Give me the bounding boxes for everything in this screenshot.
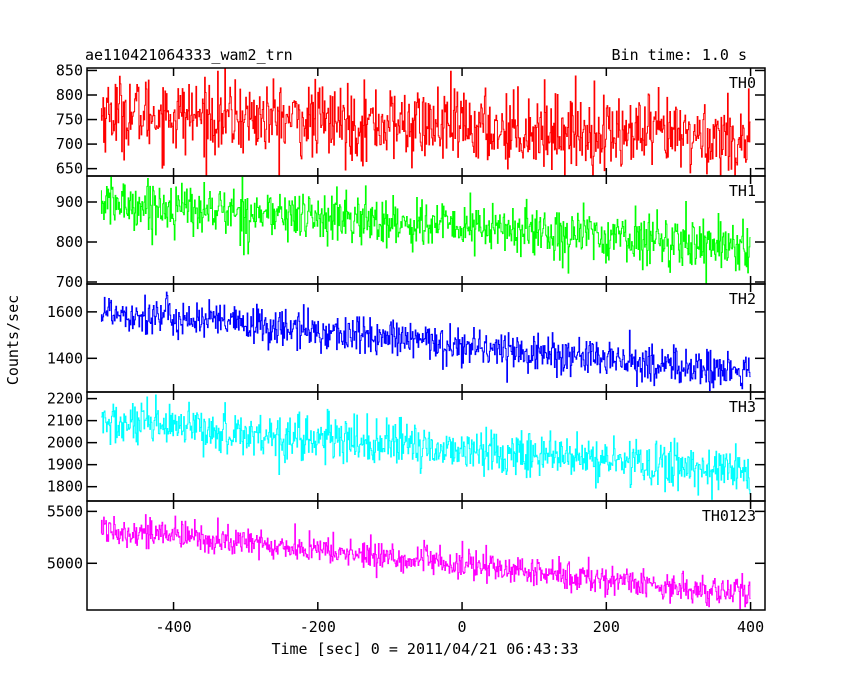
series-line-th1 (100, 176, 751, 284)
y-tick-label: 2000 (47, 434, 83, 452)
series-line-th3 (100, 394, 751, 500)
panel-frame (86, 500, 766, 611)
y-axis-label: Counts/sec (4, 295, 22, 385)
y-tick-label: 1400 (47, 349, 83, 367)
panel-label-th0123: TH0123 (702, 507, 756, 525)
panel-th2: 1400 1600 TH2 (47, 283, 766, 393)
y-tick-label: 5000 (47, 554, 83, 572)
series-line-th0 (100, 68, 751, 176)
y-tick-label: 1900 (47, 456, 83, 474)
x-axis-label: Time [sec] 0 = 2011/04/21 06:43:33 (271, 640, 578, 658)
x-tick-label: -200 (300, 618, 336, 636)
y-tick-label: 1800 (47, 478, 83, 496)
series-line-th2 (100, 291, 751, 392)
y-tick-label: 750 (56, 111, 83, 129)
y-tick-label: 850 (56, 61, 83, 79)
y-tick-label: 900 (56, 193, 83, 211)
y-tick-label: 650 (56, 160, 83, 178)
panel-label-th3: TH3 (729, 398, 756, 416)
panel-label-th1: TH1 (729, 182, 756, 200)
x-tick-label: -400 (155, 618, 191, 636)
x-tick-label: 0 (458, 618, 467, 636)
x-tick-label: 200 (593, 618, 620, 636)
x-tick-label: 400 (737, 618, 764, 636)
y-tick-label: 1600 (47, 303, 83, 321)
panel-label-th2: TH2 (729, 290, 756, 308)
panel-th0: 650 700 750 800 850 TH0 (56, 61, 766, 178)
y-tick-label: 2100 (47, 412, 83, 430)
panel-th1: 700 800 900 TH1 (56, 175, 766, 291)
panel-label-th0: TH0 (729, 74, 756, 92)
y-tick-label: 5500 (47, 502, 83, 520)
y-tick-label: 700 (56, 135, 83, 153)
y-tick-label: 700 (56, 273, 83, 291)
series-line-th0123 (100, 514, 751, 610)
y-tick-label: 800 (56, 86, 83, 104)
panels-group: 650 700 750 800 850 TH0 700 800 900 TH1 1400 1600 TH… (47, 61, 766, 611)
bin-time-label: Bin time: 1.0 s (612, 46, 747, 64)
panel-frame (86, 175, 766, 285)
y-tick-label: 2200 (47, 390, 83, 408)
chart-title: ae110421064333_wam2_trn (85, 46, 293, 64)
y-tick-label: 800 (56, 233, 83, 251)
panel-th0123: 5000 5500 TH0123 (47, 500, 766, 611)
x-axis: -400 -200 0 200 400 (155, 618, 764, 636)
panel-th3: 1800 1900 2000 2100 2200 TH3 (47, 390, 766, 502)
